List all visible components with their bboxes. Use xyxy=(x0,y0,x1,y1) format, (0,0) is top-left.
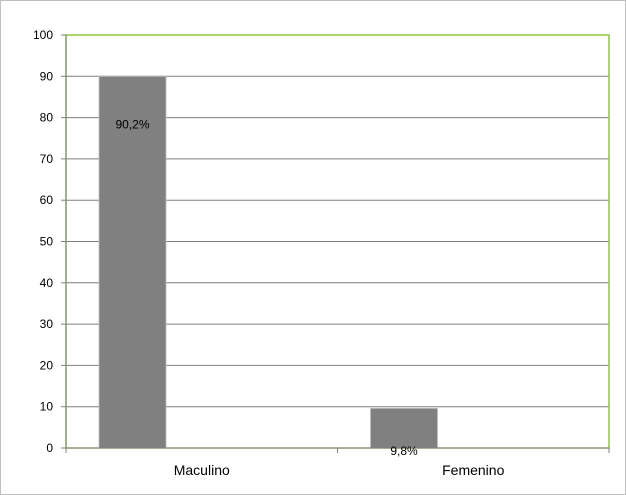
data-label: 9,8% xyxy=(390,444,418,458)
bar-femenino xyxy=(370,407,438,449)
y-tick-label: 40 xyxy=(40,276,54,290)
axes xyxy=(61,34,610,453)
x-axis-category-labels: Maculino Femenino xyxy=(174,462,505,478)
data-label: 90,2% xyxy=(115,117,149,131)
category-label: Maculino xyxy=(174,462,230,478)
bar-maculino xyxy=(98,75,167,449)
y-tick-label: 80 xyxy=(40,111,54,125)
y-axis-tick-labels: 0 10 20 30 40 50 60 70 80 90 100 xyxy=(33,28,53,455)
category-label: Femenino xyxy=(442,462,504,478)
y-tick-label: 20 xyxy=(40,358,54,372)
y-tick-label: 50 xyxy=(40,235,54,249)
data-labels: 90,2% 9,8% xyxy=(115,117,418,458)
y-tick-label: 100 xyxy=(33,28,53,42)
y-tick-label: 90 xyxy=(40,69,54,83)
y-tick-label: 0 xyxy=(46,441,53,455)
bars xyxy=(98,75,438,449)
y-tick-label: 70 xyxy=(40,152,54,166)
y-tick-label: 60 xyxy=(40,193,54,207)
y-tick-label: 30 xyxy=(40,317,54,331)
y-tick-label: 10 xyxy=(40,400,54,414)
